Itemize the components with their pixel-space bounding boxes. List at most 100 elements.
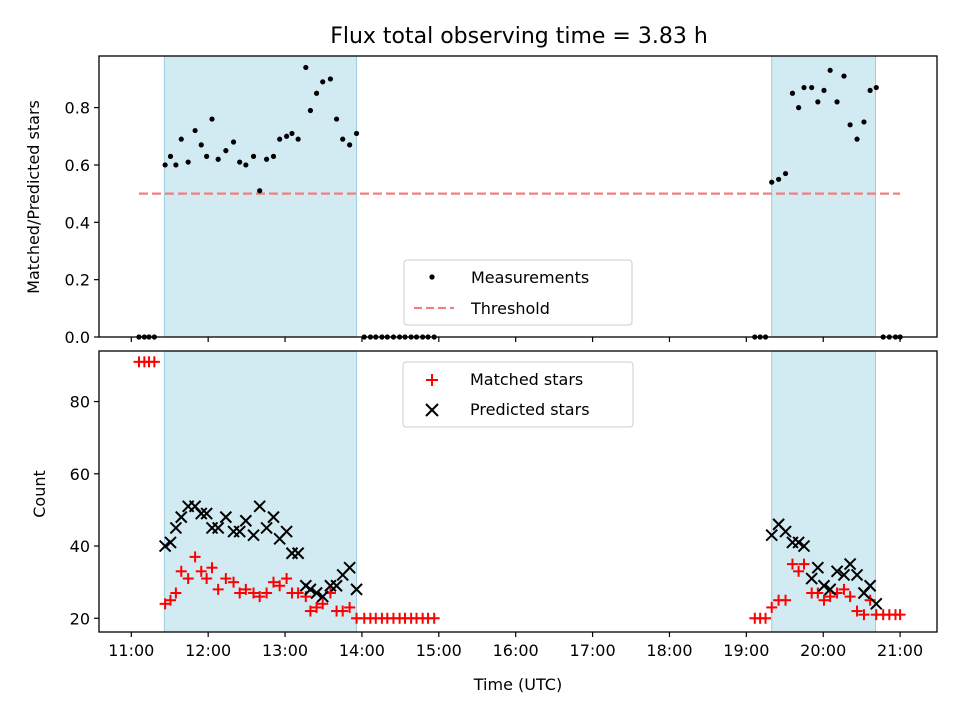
x-tick-label: 12:00 xyxy=(185,641,231,660)
measurement-point xyxy=(303,64,309,71)
x-b xyxy=(316,590,329,603)
x-b xyxy=(280,525,293,538)
measurement-point xyxy=(264,156,270,162)
x-b xyxy=(219,510,233,524)
x-b xyxy=(805,572,818,585)
x-b xyxy=(233,525,246,538)
measurement-point xyxy=(198,142,204,148)
x-b xyxy=(779,525,792,538)
x-tick-label: 19:00 xyxy=(723,641,769,660)
matched-star-point xyxy=(164,594,176,606)
x-tick-label: 16:00 xyxy=(493,641,539,660)
top-highlight-regions xyxy=(163,55,876,338)
matched-star-point xyxy=(428,612,440,624)
matched-star-point xyxy=(304,605,316,617)
measurement-point xyxy=(230,139,237,145)
measurement-point xyxy=(178,136,184,142)
predicted-star-point xyxy=(779,525,792,538)
predicted-star-point xyxy=(830,565,844,578)
x-b xyxy=(267,510,280,524)
bottom-x-axis: 11:00 12:00 13:00 14:00 15:00 16:00 17:00 18:00… xyxy=(108,632,923,660)
x-b xyxy=(811,561,825,574)
measurement-point xyxy=(320,79,326,85)
bottom-legend-box xyxy=(402,361,634,428)
legend-matched-label: Matched stars xyxy=(470,370,583,389)
predicted-star-point xyxy=(350,583,363,596)
measurement-point xyxy=(185,159,191,165)
measurement-point xyxy=(223,148,229,154)
predicted-star-point xyxy=(765,528,778,542)
matched-star-point xyxy=(851,605,863,617)
predicted-star-point xyxy=(823,583,837,596)
matched-star-point xyxy=(254,591,266,603)
matched-star-point xyxy=(344,601,356,613)
measurement-point xyxy=(347,142,353,148)
legend-threshold-label: Threshold xyxy=(470,299,550,318)
measurement-point xyxy=(327,76,334,82)
measurement-point xyxy=(789,90,796,96)
measurement-point xyxy=(867,87,873,94)
measurement-point xyxy=(270,153,277,159)
predicted-star-point xyxy=(211,521,225,535)
measurement-point xyxy=(827,67,833,73)
x-b xyxy=(247,528,260,542)
matched-star-point xyxy=(274,580,286,592)
measurement-point xyxy=(243,162,249,168)
predicted-star-point xyxy=(253,500,266,513)
predicted-star-point xyxy=(195,507,208,520)
measurement-point xyxy=(167,153,174,159)
predicted-star-point xyxy=(805,572,818,585)
matched-star-point xyxy=(311,601,323,613)
x-b xyxy=(765,528,778,542)
x-b xyxy=(797,539,811,553)
predicted-star-point xyxy=(247,528,260,542)
matched-star-point xyxy=(206,562,218,574)
matched-star-point xyxy=(170,587,182,599)
y-tick-label: 0.2 xyxy=(65,271,90,290)
measurement-point xyxy=(873,84,879,91)
matched-star-point xyxy=(240,583,252,595)
top-y-axis: 0.0 0.2 0.4 0.6 0.8 xyxy=(65,99,99,347)
predicted-star-point xyxy=(260,521,273,535)
predicted-star-point xyxy=(280,525,293,538)
x-b xyxy=(330,579,343,592)
measurement-point xyxy=(796,105,802,111)
x-tick-label: 17:00 xyxy=(570,641,616,660)
bottom-y-axis: 20 40 60 80 xyxy=(70,393,99,628)
measurement-points xyxy=(136,64,903,340)
measurement-point xyxy=(162,162,168,168)
x-b xyxy=(792,536,805,549)
x-b xyxy=(350,583,363,596)
measurement-point xyxy=(283,133,290,139)
ratio-panel: 0.00.20.40.60.8 Matched/Predicted stars … xyxy=(24,55,938,347)
x-tick-label: 18:00 xyxy=(646,641,692,660)
x-b xyxy=(830,565,844,578)
predicted-star-point xyxy=(267,510,280,524)
y-tick-label: 60 xyxy=(70,465,90,484)
measurement-point xyxy=(192,127,198,134)
predicted-star-point xyxy=(850,568,864,582)
predicted-star-point xyxy=(811,561,825,574)
highlight-region-1 xyxy=(771,55,876,338)
predicted-star-point xyxy=(330,579,343,592)
top-axes-frame xyxy=(98,55,938,338)
x-b xyxy=(310,586,323,600)
matched-star-point xyxy=(281,573,293,585)
predicted-star-point xyxy=(219,510,233,524)
measurement-point xyxy=(295,136,301,142)
x-b xyxy=(817,579,831,592)
y-tick-label: 0.0 xyxy=(65,328,90,347)
predicted-star-point xyxy=(239,514,253,527)
matched-star-point xyxy=(292,587,304,599)
matched-star-point xyxy=(212,583,224,595)
matched-star-point xyxy=(780,594,792,606)
measurement-point xyxy=(333,116,340,122)
predicted-star-point xyxy=(792,536,805,549)
x-b xyxy=(863,579,877,592)
legend-predicted-marker xyxy=(425,403,439,417)
matched-star-point xyxy=(337,605,349,617)
x-tick-label: 11:00 xyxy=(108,641,154,660)
legend-matched-marker xyxy=(426,374,438,386)
